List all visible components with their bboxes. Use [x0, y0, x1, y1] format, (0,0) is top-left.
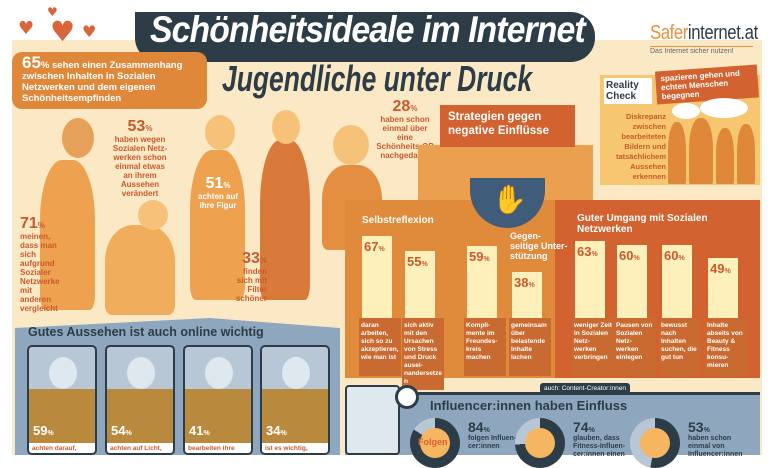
- heart-icon: ♥: [47, 5, 58, 19]
- group-guter-umgang: Guter Umgang mit Sozialen Netzwerken: [577, 213, 708, 235]
- group-selbstreflexion: Selbstreflexion: [362, 215, 434, 226]
- title-banner: [135, 12, 595, 62]
- strategy-label: gemeinsam über belastende Inhalte lachen: [509, 318, 551, 376]
- illustration-head: [62, 118, 94, 158]
- strategy-bar: 59%: [467, 246, 497, 318]
- person-silhouette: [668, 122, 686, 184]
- cloud-icon: [672, 103, 700, 119]
- illustration-head: [205, 115, 235, 150]
- online-card: 54% achten auf Licht,: [105, 345, 175, 455]
- folgen-badge: Folgen: [418, 437, 448, 447]
- tablet-illustration: [345, 385, 400, 455]
- person-illustration: [127, 357, 155, 389]
- person-silhouette: [737, 124, 755, 184]
- influencer-donut: [515, 418, 565, 468]
- influencer-stat: 84% folgen Influen-cer:innen: [468, 419, 517, 451]
- strategies-title: Strategien gegen negative Einflüsse: [440, 105, 575, 147]
- strategy-bar: 38%: [512, 271, 542, 318]
- influencer-stat: 53% haben schon einmal von Influencer:inn…: [688, 419, 743, 459]
- strategy-bar: 55%: [405, 250, 435, 318]
- strategy-bar: 49%: [708, 258, 738, 318]
- person-silhouette: [716, 128, 734, 184]
- illustration-girl-phone: [40, 160, 95, 310]
- reality-check-text: Diskrepanz zwischen bearbeiteten Bildern…: [615, 112, 666, 181]
- strategy-label: sich aktiv mit den Ursachen von Stress u…: [402, 318, 444, 390]
- content-creator-tag: auch: Content-Creator:innen: [540, 383, 631, 394]
- page-title: Schönheitsideale im Internet: [150, 9, 586, 50]
- person-illustration: [282, 357, 310, 389]
- strategy-label: weniger Zeit in Sozialen Netz-werken ver…: [572, 318, 614, 376]
- saferinternet-logo[interactable]: Saferinternet.at: [650, 22, 758, 44]
- illustration-head: [333, 125, 369, 165]
- illustration-boy-sitting: [105, 225, 175, 315]
- person-illustration: [205, 357, 233, 389]
- influencer-title: Influencer:innen haben Einfluss: [430, 398, 628, 413]
- influencer-stat: 74% glauben, dass Fitness-Influen-cer:inn…: [573, 419, 626, 459]
- strategy-bar: 67%: [362, 236, 392, 318]
- influencer-donut: [630, 418, 680, 468]
- online-card: 59% achten darauf,: [27, 345, 97, 455]
- strategy-bar: 63%: [575, 241, 605, 318]
- heart-icon: ♥: [18, 18, 35, 39]
- stat-51: 51% achten auf ihre Figur: [198, 175, 239, 210]
- person-illustration: [49, 357, 77, 389]
- page-subtitle: Jugendliche unter Druck: [222, 58, 533, 99]
- strategy-bar: 60%: [662, 244, 692, 318]
- person-silhouette: [689, 118, 713, 184]
- strategy-label: daran arbeiten, sich so zu akzeptieren, …: [359, 318, 401, 376]
- illustration-head: [272, 110, 300, 144]
- illustration-boy-selfie: [190, 150, 245, 300]
- stat-71: 71% meinen, dass man sich aufgrund Sozial…: [20, 215, 60, 313]
- strategy-label: Kompli-mente im Freundes-kreis machen: [464, 318, 506, 376]
- strategy-label: Inhalte abseits von Beauty & Fitness kon…: [705, 318, 747, 376]
- intro-stat-bubble: 65% sehen einen Zusammenhang zwischen In…: [12, 52, 207, 109]
- heart-icon: ♥: [82, 22, 97, 41]
- heart-icon: ♥: [50, 15, 76, 48]
- online-title: Gutes Aussehen ist auch online wichtig: [28, 325, 264, 339]
- stat-53: 53% haben wegen Sozialen Netz-werken scho…: [112, 118, 168, 198]
- logo-tagline: Das Internet sicher nutzen!: [650, 46, 753, 55]
- strategy-label: Pausen von Sozialen Netz-werken einlegen: [614, 318, 656, 376]
- magnifier-icon: [395, 385, 419, 409]
- stat-28: 28% haben schon einmal über eine Schönhei…: [376, 98, 434, 160]
- stat-33: 33% finden sich mit Filter schöner: [235, 250, 267, 303]
- online-card: 41% bearbeiten ihre: [183, 345, 253, 455]
- reality-check-label: Reality Check: [604, 78, 652, 104]
- strategy-label: bewusst nach Inhalten suchen, die gut tu…: [659, 318, 701, 376]
- cloud-icon: [700, 98, 748, 118]
- group-unterstuetzung: Gegen-seitige Unter-stützung: [510, 231, 568, 261]
- illustration-girl-posing: [260, 140, 310, 300]
- illustration-head: [138, 200, 168, 230]
- online-card: 34% ist es wichtig,: [260, 345, 330, 455]
- strategy-bar: 60%: [617, 244, 647, 318]
